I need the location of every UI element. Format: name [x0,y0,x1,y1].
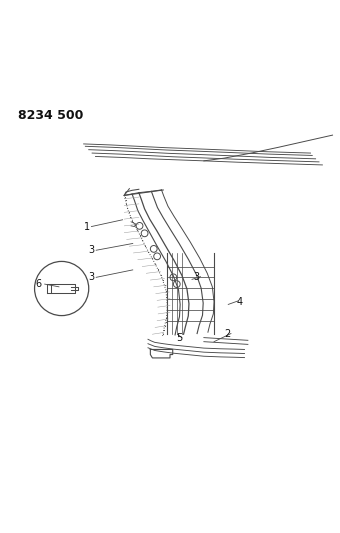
Text: 3: 3 [88,272,95,282]
Text: 5: 5 [176,333,183,343]
Text: 8234 500: 8234 500 [18,109,83,122]
Text: 6: 6 [35,279,41,289]
Text: 3: 3 [193,272,200,281]
Text: 3: 3 [88,245,95,255]
Text: 1: 1 [84,222,90,231]
Text: 4: 4 [236,297,242,307]
Text: 2: 2 [224,328,231,338]
